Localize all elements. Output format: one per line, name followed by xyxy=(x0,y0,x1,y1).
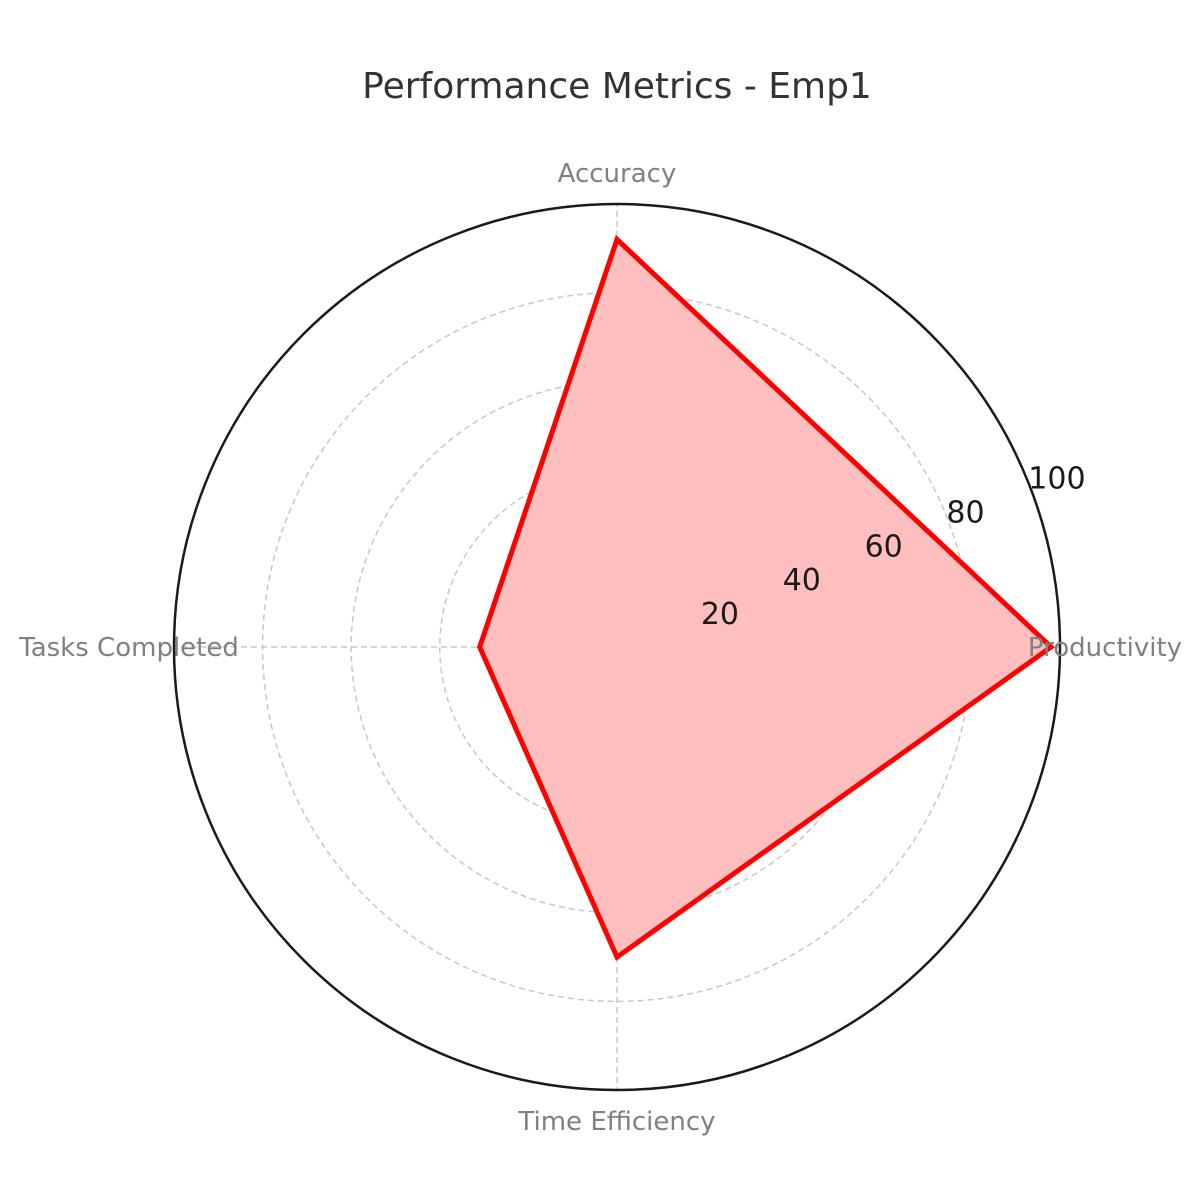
r-tick-label: 100 xyxy=(1028,461,1085,496)
r-tick-label: 20 xyxy=(701,597,739,632)
chart-title: Performance Metrics - Emp1 xyxy=(362,66,872,107)
r-tick-label: 60 xyxy=(865,529,903,564)
category-label: Accuracy xyxy=(558,159,677,189)
category-label: Tasks Completed xyxy=(18,633,239,663)
category-label: Time Efficiency xyxy=(517,1107,715,1137)
label-layer: 20 40 60 80 100 Productivity Accuracy Tasks Com… xyxy=(18,159,1182,1137)
series-layer xyxy=(477,234,1056,961)
category-label: Productivity xyxy=(1028,633,1182,663)
polar-frame xyxy=(172,202,1062,1092)
r-tick-label: 40 xyxy=(783,563,821,598)
series-area xyxy=(479,239,1052,958)
r-tick-label: 80 xyxy=(946,495,984,530)
